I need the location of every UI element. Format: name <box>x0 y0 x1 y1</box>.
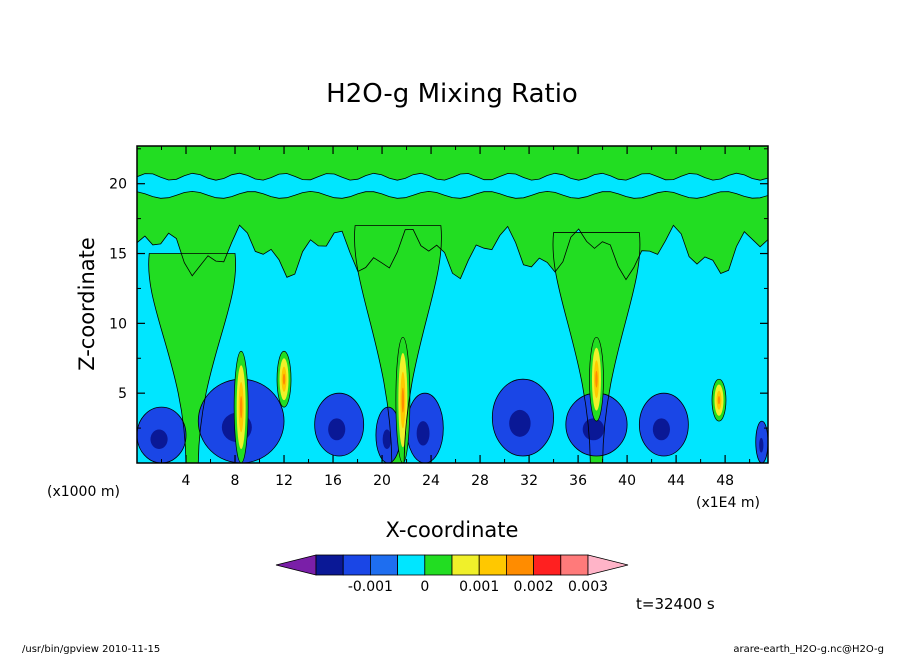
dark-blue-core-2 <box>328 418 346 441</box>
dark-blue-core-3 <box>382 429 392 450</box>
colorbar-label: 0.003 <box>568 579 608 595</box>
footer-right: arare-earth_H2O-g.nc@H2O-g <box>733 644 884 654</box>
x-tick-label: 48 <box>716 473 734 489</box>
chart-title: H2O-g Mixing Ratio <box>326 79 578 109</box>
green-plume-contour-0 <box>148 253 237 463</box>
core-darkorange-0 <box>239 395 243 419</box>
dark-blue-core-0 <box>150 429 168 450</box>
footer-left: /usr/bin/gpview 2010-11-15 <box>22 644 160 654</box>
x-tick-label: 40 <box>618 473 636 489</box>
dark-blue-core-7 <box>652 418 670 441</box>
colorbar-swatch <box>560 554 589 576</box>
y-tick-label: 15 <box>109 247 127 263</box>
colorbar-swatch <box>533 554 562 576</box>
x-tick-label: 8 <box>231 473 240 489</box>
contour-field <box>137 146 768 463</box>
core-darkorange-3 <box>595 370 598 388</box>
x-scale-label: (x1E4 m) <box>696 495 760 511</box>
x-tick-label: 16 <box>324 473 342 489</box>
colorbar-swatch <box>342 554 371 576</box>
upper-band-contour <box>137 146 768 281</box>
colorbar-max-triangle <box>587 554 629 576</box>
plot-frame <box>136 145 769 464</box>
colorbar-swatch <box>505 554 534 576</box>
colorbar-swatch <box>478 554 507 576</box>
colorbar-labels: -0.001 0 0.001 0.002 0.003 <box>348 579 608 595</box>
x-tick-label: 28 <box>471 473 489 489</box>
x-axis-title: X-coordinate <box>386 518 519 542</box>
y-tick-label: 20 <box>109 177 127 193</box>
y-axis: 5 10 15 20 <box>109 148 768 429</box>
colorbar-swatch <box>315 554 344 576</box>
green-plume-contour-2 <box>552 232 641 463</box>
colorbar-swatch <box>397 554 426 576</box>
contour-lines <box>137 146 768 463</box>
core-darkorange-1 <box>282 373 286 385</box>
colorbar <box>275 554 629 576</box>
x-tick-label: 36 <box>569 473 587 489</box>
dark-blue-core-6 <box>582 418 605 441</box>
colorbar-label: 0.002 <box>514 579 554 595</box>
x-unit-label: (x1000 m) <box>47 484 120 500</box>
core-darkorange-2 <box>401 387 405 413</box>
upper-cyan-layer <box>137 173 768 199</box>
y-tick-label: 5 <box>118 386 127 402</box>
dark-blue-core-5 <box>509 409 531 437</box>
x-tick-label: 32 <box>520 473 538 489</box>
colorbar-label: -0.001 <box>348 579 393 595</box>
x-tick-label: 24 <box>422 473 440 489</box>
x-tick-label: 44 <box>667 473 685 489</box>
x-tick-label: 20 <box>373 473 391 489</box>
y-tick-label: 10 <box>109 316 127 332</box>
time-label: t=32400 s <box>636 595 715 613</box>
core-darkorange-4 <box>717 395 721 405</box>
green-plume-0 <box>148 253 236 463</box>
y-axis-title: Z-coordinate <box>75 237 99 371</box>
colorbar-swatch <box>451 554 480 576</box>
x-tick-label: 12 <box>275 473 293 489</box>
dark-blue-core-4 <box>416 421 430 446</box>
green-plume-1 <box>354 225 442 463</box>
colorbar-swatch <box>424 554 453 576</box>
colorbar-label: 0.001 <box>459 579 499 595</box>
green-plume-contour-1 <box>354 225 442 463</box>
upper-layer-contour <box>137 172 768 199</box>
colorbar-min-triangle <box>275 554 317 576</box>
x-axis: 4 8 12 16 20 24 28 32 36 40 44 48 <box>161 146 751 489</box>
colorbar-swatch <box>369 554 398 576</box>
colorbar-label: 0 <box>420 579 429 595</box>
x-tick-label: 4 <box>182 473 191 489</box>
dark-blue-core-8 <box>759 437 764 453</box>
